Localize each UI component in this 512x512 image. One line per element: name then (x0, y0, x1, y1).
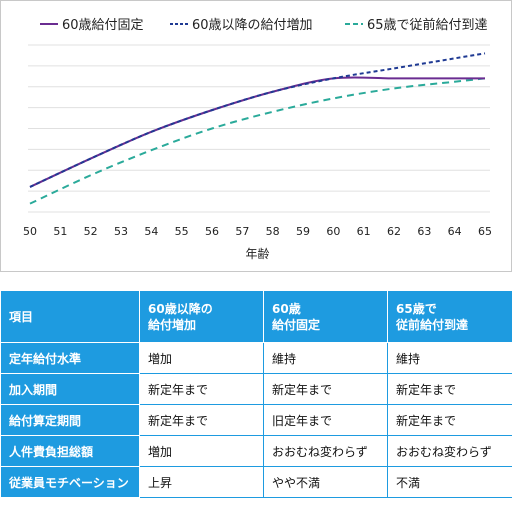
series-line (29, 77, 486, 205)
chart-area: 60歳給付固定 60歳以降の給付増加 65歳で従前給付到達 50 51 52 53 54 55… (0, 0, 512, 272)
x-tick-label: 65 (478, 225, 492, 238)
legend-item: 65歳で従前給付到達 (345, 14, 488, 33)
row-label: 給付算定期間 (0, 404, 140, 436)
header-text-line: 給付固定 (272, 317, 321, 332)
table-cell: 新定年まで (263, 373, 388, 405)
header-text-line: 従前給付到達 (396, 317, 469, 332)
chart-frame (0, 0, 512, 272)
series-line (29, 52, 486, 188)
x-tick-label: 57 (235, 225, 249, 238)
header-increase: 60歳以降の 給付増加 (139, 290, 264, 343)
table-cell: おおむね変わらず (387, 435, 512, 467)
x-tick-label: 58 (266, 225, 280, 238)
legend-swatch (345, 22, 363, 25)
table-row: 定年給付水準 増加 維持 維持 (0, 342, 512, 374)
x-tick-label: 55 (175, 225, 189, 238)
row-label: 人件費負担総額 (0, 435, 140, 467)
x-tick-label: 62 (387, 225, 401, 238)
x-tick-label: 53 (114, 225, 128, 238)
table-row: 人件費負担総額 増加 おおむね変わらず おおむね変わらず (0, 435, 512, 467)
table-cell: やや不満 (263, 466, 388, 498)
legend-item: 60歳給付固定 (40, 14, 144, 33)
table-row: 従業員モチベーション 上昇 やや不満 不満 (0, 466, 512, 498)
x-tick-label: 52 (84, 225, 98, 238)
row-label: 従業員モチベーション (0, 466, 140, 498)
x-tick-label: 50 (23, 225, 37, 238)
table-cell: 不満 (387, 466, 512, 498)
table-row: 加入期間 新定年まで 新定年まで 新定年まで (0, 373, 512, 405)
legend-label: 60歳給付固定 (62, 18, 144, 33)
table-cell: 維持 (263, 342, 388, 374)
legend-label: 65歳で従前給付到達 (367, 18, 488, 33)
comparison-table: 項目 60歳以降の 給付増加 60歳 給付固定 65歳で 従前給付到達 定年給付水準増… (0, 290, 512, 498)
table-cell: 増加 (139, 435, 264, 467)
legend-swatch (170, 22, 188, 25)
header-text-line: 給付増加 (148, 317, 197, 332)
table-cell: 増加 (139, 342, 264, 374)
legend-label: 60歳以降の給付増加 (192, 18, 313, 33)
x-tick-label: 63 (417, 225, 431, 238)
table-cell: 新定年まで (387, 373, 512, 405)
table-cell: 新定年まで (387, 404, 512, 436)
x-tick-label: 61 (357, 225, 371, 238)
header-text-line: 65歳で (396, 301, 437, 316)
header-reach: 65歳で 従前給付到達 (387, 290, 512, 343)
table-header-row: 項目 60歳以降の 給付増加 60歳 給付固定 65歳で 従前給付到達 (0, 290, 512, 343)
x-tick-label: 64 (448, 225, 462, 238)
table-cell: おおむね変わらず (263, 435, 388, 467)
x-tick-label: 51 (53, 225, 67, 238)
x-tick-label: 54 (144, 225, 158, 238)
header-item: 項目 (0, 290, 140, 343)
row-label: 定年給付水準 (0, 342, 140, 374)
header-text-line: 60歳 (272, 301, 301, 316)
table-cell: 旧定年まで (263, 404, 388, 436)
header-text-line: 60歳以降の (148, 301, 213, 316)
table-row: 給付算定期間 新定年まで 旧定年まで 新定年まで (0, 404, 512, 436)
table-cell: 新定年まで (139, 373, 264, 405)
x-tick-label: 60 (326, 225, 340, 238)
x-tick-label: 59 (296, 225, 310, 238)
chart-legend: 60歳給付固定 60歳以降の給付増加 65歳で従前給付到達 (0, 14, 512, 34)
table-cell: 維持 (387, 342, 512, 374)
table-cell: 新定年まで (139, 404, 264, 436)
row-label: 加入期間 (0, 373, 140, 405)
legend-swatch (40, 22, 58, 25)
header-fixed: 60歳 給付固定 (263, 290, 388, 343)
line-chart: 50 51 52 53 54 55 56 57 58 59 60 61 62 63 64 65 年齢 (0, 0, 512, 272)
x-tick-label: 56 (205, 225, 219, 238)
x-axis-label: 年齢 (245, 246, 269, 261)
table-cell: 上昇 (139, 466, 264, 498)
legend-item: 60歳以降の給付増加 (170, 14, 313, 33)
